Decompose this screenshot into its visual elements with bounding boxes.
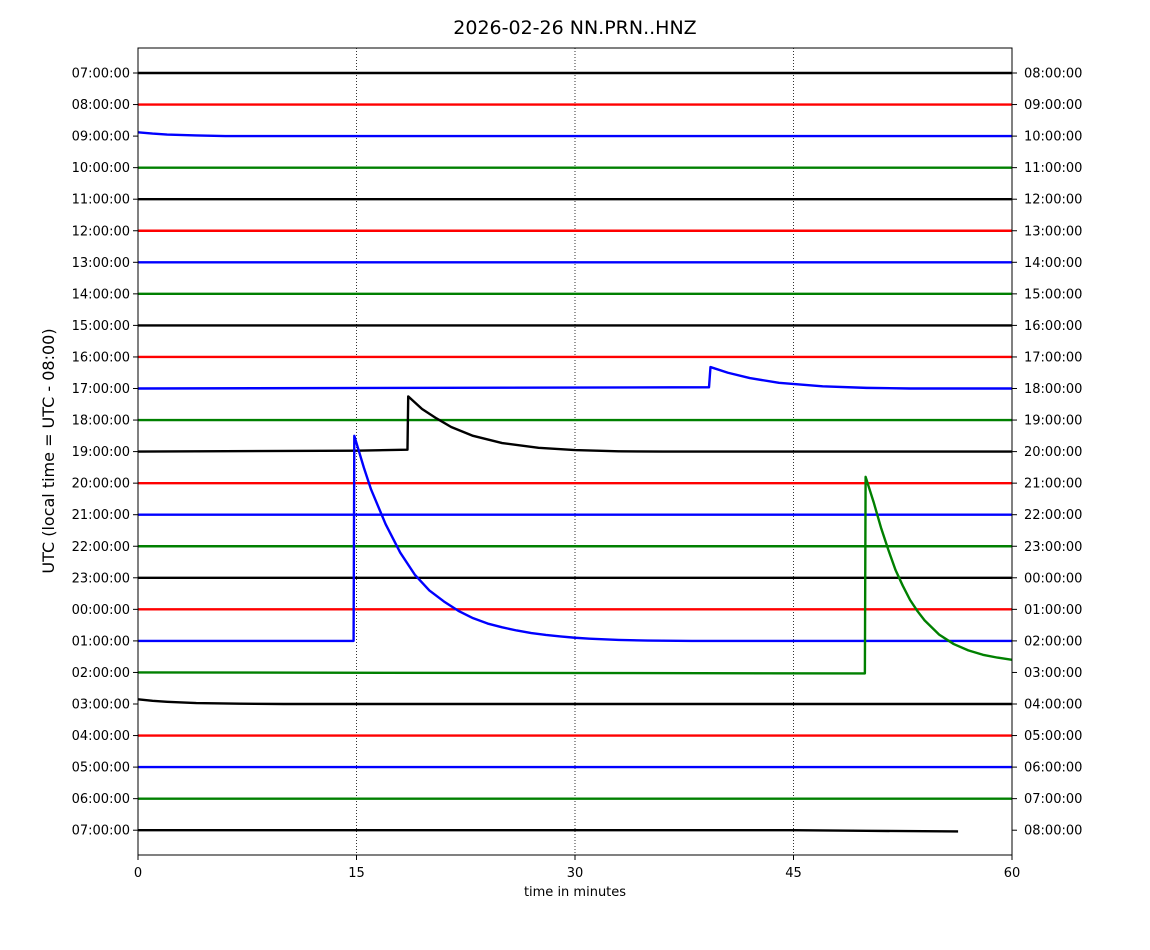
left-tick-label: 17:00:00 bbox=[72, 382, 130, 397]
right-tick-label: 22:00:00 bbox=[1024, 508, 1082, 523]
right-tick-label: 17:00:00 bbox=[1024, 350, 1082, 365]
right-tick-label: 19:00:00 bbox=[1024, 414, 1082, 429]
right-tick-label: 06:00:00 bbox=[1024, 761, 1082, 776]
left-tick-label: 16:00:00 bbox=[72, 350, 130, 365]
right-tick-label: 20:00:00 bbox=[1024, 445, 1082, 460]
x-tick-label: 45 bbox=[785, 866, 802, 881]
left-tick-label: 03:00:00 bbox=[72, 698, 130, 713]
x-tick-label: 30 bbox=[567, 866, 584, 881]
left-tick-label: 14:00:00 bbox=[72, 287, 130, 302]
right-tick-label: 08:00:00 bbox=[1024, 67, 1082, 82]
left-tick-label: 07:00:00 bbox=[72, 824, 130, 839]
left-tick-label: 08:00:00 bbox=[72, 98, 130, 113]
x-axis: 0 15 30 45 60 bbox=[134, 855, 1020, 881]
right-tick-label: 11:00:00 bbox=[1024, 161, 1082, 176]
right-tick-label: 07:00:00 bbox=[1024, 792, 1082, 807]
right-tick-label: 02:00:00 bbox=[1024, 634, 1082, 649]
right-tick-label: 12:00:00 bbox=[1024, 193, 1082, 208]
right-tick-label: 14:00:00 bbox=[1024, 256, 1082, 271]
trace-line bbox=[138, 434, 1012, 643]
right-tick-label: 05:00:00 bbox=[1024, 729, 1082, 744]
left-tick-label: 05:00:00 bbox=[72, 761, 130, 776]
left-tick-label: 13:00:00 bbox=[72, 256, 130, 271]
left-tick-label: 10:00:00 bbox=[72, 161, 130, 176]
left-axis: 07:00:00 08:00:00 09:00:00 10:00:00 11:00:00… bbox=[72, 67, 138, 839]
right-tick-label: 01:00:00 bbox=[1024, 603, 1082, 618]
traces bbox=[137, 71, 1013, 833]
right-tick-label: 08:00:00 bbox=[1024, 824, 1082, 839]
gridlines bbox=[356, 48, 794, 855]
left-tick-label: 01:00:00 bbox=[72, 634, 130, 649]
chart-title: 2026-02-26 NN.PRN..HNZ bbox=[453, 17, 696, 39]
trace-line bbox=[137, 365, 1012, 390]
left-tick-label: 04:00:00 bbox=[72, 729, 130, 744]
right-tick-label: 09:00:00 bbox=[1024, 98, 1082, 113]
left-tick-label: 07:00:00 bbox=[72, 67, 130, 82]
right-tick-label: 18:00:00 bbox=[1024, 382, 1082, 397]
left-tick-label: 11:00:00 bbox=[72, 193, 130, 208]
left-tick-label: 23:00:00 bbox=[72, 571, 130, 586]
x-axis-label: time in minutes bbox=[524, 885, 626, 900]
left-tick-label: 06:00:00 bbox=[72, 792, 130, 807]
trace-line bbox=[137, 395, 1012, 453]
trace-line bbox=[137, 131, 1012, 138]
left-tick-label: 00:00:00 bbox=[72, 603, 130, 618]
right-tick-label: 15:00:00 bbox=[1024, 287, 1082, 302]
left-tick-label: 21:00:00 bbox=[72, 508, 130, 523]
trace-line bbox=[137, 475, 1013, 675]
right-tick-label: 04:00:00 bbox=[1024, 698, 1082, 713]
x-tick-label: 15 bbox=[348, 866, 365, 881]
right-axis: 08:00:00 09:00:00 10:00:00 11:00:00 12:00:00… bbox=[1012, 67, 1082, 839]
x-tick-label: 60 bbox=[1004, 866, 1021, 881]
left-tick-label: 22:00:00 bbox=[72, 540, 130, 555]
right-tick-label: 10:00:00 bbox=[1024, 130, 1082, 145]
right-tick-label: 21:00:00 bbox=[1024, 477, 1082, 492]
left-tick-label: 12:00:00 bbox=[72, 224, 130, 239]
right-tick-label: 00:00:00 bbox=[1024, 571, 1082, 586]
trace-line bbox=[137, 698, 1012, 706]
y-axis-label: UTC (local time = UTC - 08:00) bbox=[39, 328, 58, 573]
left-tick-label: 19:00:00 bbox=[72, 445, 130, 460]
left-tick-label: 15:00:00 bbox=[72, 319, 130, 334]
left-tick-label: 02:00:00 bbox=[72, 666, 130, 681]
right-tick-label: 23:00:00 bbox=[1024, 540, 1082, 555]
trace-line bbox=[138, 829, 959, 833]
x-tick-label: 0 bbox=[134, 866, 142, 881]
left-tick-label: 18:00:00 bbox=[72, 414, 130, 429]
left-tick-label: 20:00:00 bbox=[72, 477, 130, 492]
right-tick-label: 03:00:00 bbox=[1024, 666, 1082, 681]
right-tick-label: 13:00:00 bbox=[1024, 224, 1082, 239]
left-tick-label: 09:00:00 bbox=[72, 130, 130, 145]
right-tick-label: 16:00:00 bbox=[1024, 319, 1082, 334]
